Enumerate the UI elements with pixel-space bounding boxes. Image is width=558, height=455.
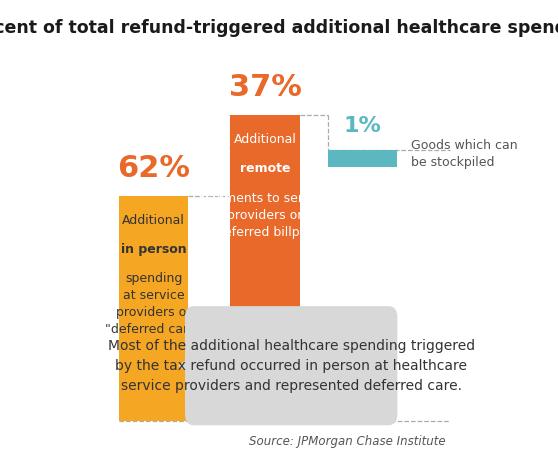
Text: Percent of total refund-triggered additional healthcare spending: Percent of total refund-triggered additi… [0, 19, 558, 36]
Text: Goods which can
be stockpiled: Goods which can be stockpiled [411, 139, 518, 169]
FancyBboxPatch shape [328, 150, 397, 167]
Text: 37%: 37% [229, 73, 301, 101]
Text: Additional: Additional [122, 214, 185, 227]
FancyBboxPatch shape [185, 306, 397, 425]
Text: remote: remote [240, 162, 290, 175]
Text: 62%: 62% [117, 153, 190, 182]
FancyBboxPatch shape [119, 196, 189, 421]
Polygon shape [178, 353, 195, 378]
Text: Additional: Additional [234, 133, 296, 146]
Text: in person: in person [121, 243, 186, 256]
Text: spending
at service
providers or
"deferred care": spending at service providers or "deferr… [105, 273, 202, 336]
FancyBboxPatch shape [230, 115, 300, 340]
Text: Source: JPMorgan Chase Institute: Source: JPMorgan Chase Institute [249, 435, 446, 448]
Text: 1%: 1% [344, 116, 382, 136]
Text: payments to service
providers or
"deferred billpay": payments to service providers or "deferr… [201, 192, 329, 238]
Text: Most of the additional healthcare spending triggered
by the tax refund occurred : Most of the additional healthcare spendi… [108, 339, 475, 393]
